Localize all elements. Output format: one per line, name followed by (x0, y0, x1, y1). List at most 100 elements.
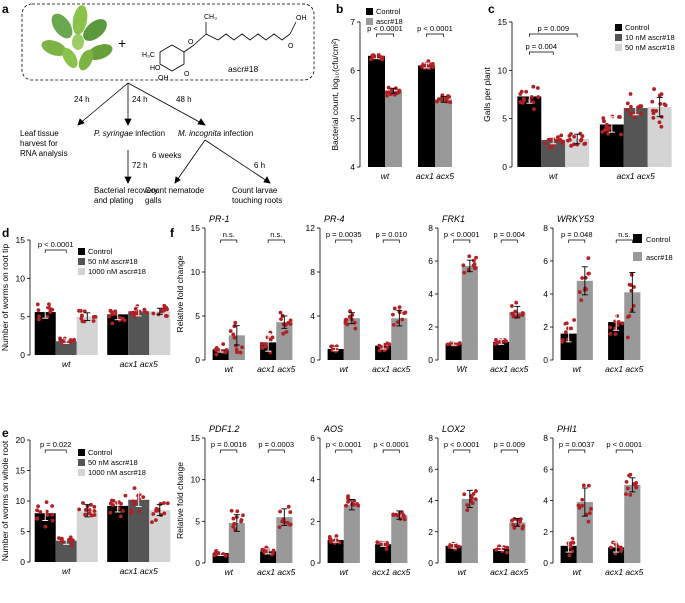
data-point (58, 336, 62, 341)
y-axis-label: Galls per plant (482, 66, 492, 121)
significance-bracket (376, 33, 394, 37)
bar (149, 510, 171, 562)
data-point (629, 272, 634, 277)
data-point (334, 534, 339, 538)
ascr18-atoms: H₃C OH O HO O CH₃ OH O (142, 14, 307, 82)
data-point (81, 501, 85, 505)
p-value-label: p = 0.009 (494, 440, 526, 449)
panel-label: d (2, 226, 9, 240)
x-tick-label: acx1 acx5 (490, 567, 529, 577)
bar (55, 341, 77, 355)
data-point (137, 309, 142, 314)
data-point (426, 59, 431, 64)
p-value-label: p = 0.004 (494, 230, 526, 239)
data-point (624, 492, 628, 497)
data-point (586, 519, 591, 524)
data-point (473, 266, 478, 271)
workflow-nodes: Leaf tissue harvest for RNA analysis P. sy… (20, 129, 282, 205)
y-tick-label: 20 (16, 435, 26, 445)
bar (107, 505, 129, 562)
data-point (108, 308, 113, 313)
data-point (392, 92, 397, 97)
gene-title: FRK1 (442, 214, 465, 224)
significance-bracket (453, 449, 471, 453)
data-point (629, 104, 633, 109)
y-tick-label: 6 (310, 433, 315, 443)
data-point (580, 497, 585, 502)
chart-panel-f-pdf12: 0 5 10 15 Relative fold change wt acx1 acx5 p =… (175, 424, 296, 577)
data-point (288, 510, 293, 515)
bar (327, 540, 344, 563)
y-tick-label: 0 (195, 355, 200, 365)
data-point (625, 101, 630, 106)
data-point (461, 263, 466, 268)
y-tick-label: 8 (428, 433, 433, 443)
data-point (369, 57, 373, 62)
bar (461, 265, 478, 360)
data-point (529, 95, 534, 99)
y-tick-label: 2 (428, 322, 433, 332)
data-point (162, 308, 166, 313)
bar (128, 311, 150, 355)
data-point (380, 57, 385, 62)
data-point (271, 551, 275, 556)
legend-swatch (615, 34, 622, 41)
y-axis-label: Number of worms on root tip (0, 244, 10, 352)
data-point (286, 504, 291, 509)
data-point (281, 331, 286, 336)
data-point (606, 127, 611, 132)
data-point (392, 306, 397, 311)
data-point (44, 500, 49, 505)
data-point (231, 332, 236, 337)
data-point (437, 97, 441, 101)
data-point (531, 84, 536, 89)
data-point (589, 507, 593, 511)
data-point (231, 516, 236, 521)
data-point (496, 547, 501, 551)
data-point (613, 326, 618, 331)
y-tick-label: 0 (502, 162, 507, 172)
data-point (83, 508, 88, 512)
bar (517, 96, 542, 167)
data-point (652, 87, 657, 91)
legend-label: Control (88, 247, 113, 256)
data-point (619, 547, 624, 552)
data-point (474, 255, 478, 260)
significance-bracket (615, 449, 633, 453)
bar (624, 484, 641, 563)
y-tick-label: 10 (191, 475, 201, 485)
data-point (473, 497, 478, 502)
data-point (355, 502, 360, 506)
data-point (265, 335, 270, 340)
data-point (128, 311, 133, 315)
y-tick-label: 5 (195, 311, 200, 321)
p-value-label: p = 0.0037 (559, 440, 595, 449)
y-tick-label: 5 (195, 516, 200, 526)
data-point (80, 313, 84, 318)
y-tick-label: 10 (16, 496, 26, 506)
chart-panel-f-wrky53: 0 2 4 6 8 wt acx1 acx5 p = 0.048 n.s. WRKY53 (543, 214, 643, 374)
time-label: 72 h (132, 161, 148, 170)
data-point (69, 539, 74, 544)
p-value-label: p = 0.010 (376, 230, 408, 239)
data-point (627, 282, 632, 287)
data-point (165, 307, 169, 312)
chart-panel-e: 0 5 10 15 20 Number of worms on whole root wt a… (0, 426, 171, 576)
data-point (108, 501, 113, 506)
data-point (395, 513, 400, 518)
data-point (606, 131, 610, 136)
y-axis-label: Relative fold change (175, 255, 185, 332)
data-point (278, 509, 283, 514)
p-value-label: p < 0.0001 (373, 440, 409, 449)
data-point (494, 338, 498, 342)
svg-text:H₃C: H₃C (142, 52, 155, 59)
chart-panel-f-pr-4: 0 4 8 12 wt acx1 acx5 p = 0.0035 p = 0.010 PR-4 (306, 214, 411, 374)
p-value-label: n.s. (223, 230, 235, 239)
panel-label: c (488, 2, 495, 16)
y-tick-label: 4 (543, 496, 548, 506)
data-point (89, 502, 93, 507)
y-tick-label: 7 (350, 17, 355, 27)
node-line: RNA analysis (20, 149, 68, 158)
charts-layer: 4 5 6 7 Bacterial count, log₁₀(cfu/cm²) wt acx… (0, 2, 675, 577)
plus-sign: + (118, 35, 126, 51)
